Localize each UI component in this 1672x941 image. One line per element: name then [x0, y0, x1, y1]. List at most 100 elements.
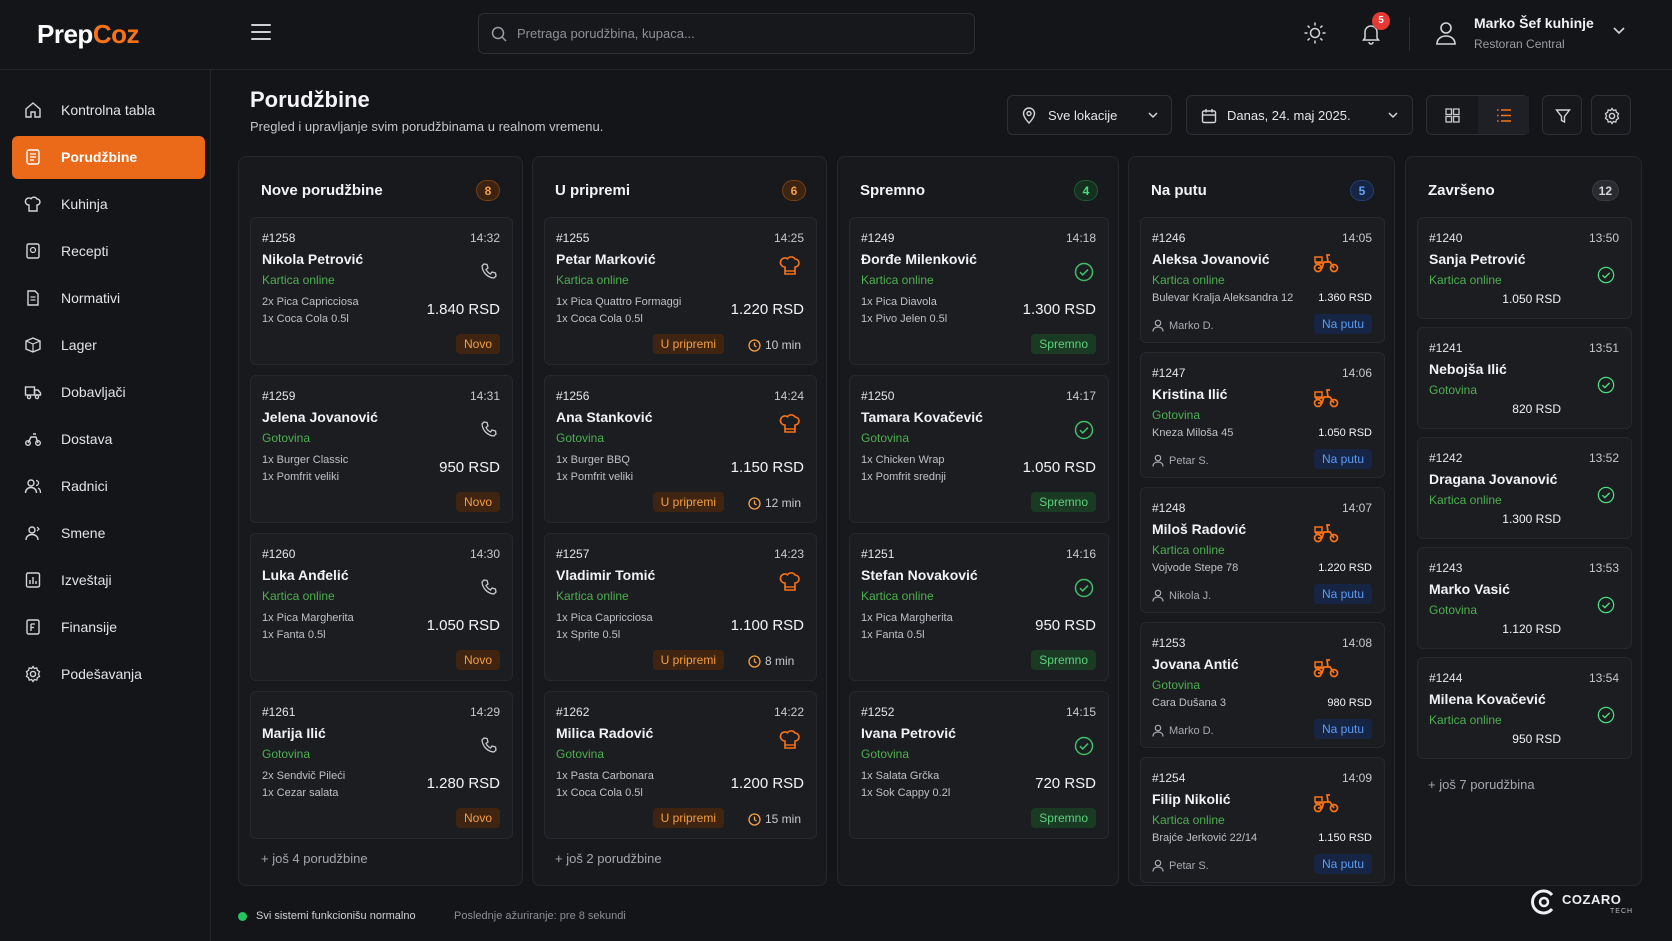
order-item: 1x Pomfrit srednji: [861, 471, 946, 483]
sidebar-item-finansije[interactable]: Finansije: [12, 606, 205, 649]
cooking-indicator: [778, 254, 802, 283]
search-bar[interactable]: [478, 13, 975, 54]
show-more-link[interactable]: + još 2 porudžbine: [555, 851, 662, 866]
order-card[interactable]: #1249 14:18 Đorđe Milenković Kartica online…: [849, 217, 1109, 365]
menu-icon[interactable]: [251, 24, 271, 40]
status-badge[interactable]: U pripremi: [652, 334, 724, 354]
status-badge[interactable]: Novo: [455, 334, 500, 354]
status-badge[interactable]: Novo: [455, 650, 500, 670]
order-item: 1x Cezar salata: [262, 787, 339, 799]
theme-toggle-sun-icon[interactable]: [1303, 21, 1327, 45]
order-card[interactable]: #1260 14:30 Luka Anđelić Kartica online 1x P…: [250, 533, 513, 681]
app-logo[interactable]: PrepCoz: [37, 19, 139, 49]
order-card[interactable]: #1250 14:17 Tamara Kovačević Gotovina 1x Chi…: [849, 375, 1109, 523]
location-filter[interactable]: Sve lokacije: [1007, 95, 1172, 135]
sidebar-item-smene[interactable]: Smene: [12, 512, 205, 555]
sidebar-item-kontrolna-tabla[interactable]: Kontrolna tabla: [12, 89, 205, 132]
status-badge[interactable]: U pripremi: [652, 808, 724, 828]
grid-icon: [1445, 108, 1460, 123]
order-card[interactable]: #1258 14:32 Nikola Petrović Kartica online 2…: [250, 217, 513, 365]
sidebar-item-lager[interactable]: Lager: [12, 324, 205, 367]
status-badge[interactable]: Spremno: [1031, 492, 1096, 512]
order-id: #1261: [262, 705, 296, 719]
user-avatar-icon[interactable]: [1434, 20, 1458, 51]
order-card[interactable]: #1259 14:31 Jelena Jovanović Gotovina 1x Bur…: [250, 375, 513, 523]
order-id: #1244: [1429, 671, 1463, 685]
status-badge[interactable]: Spremno: [1031, 808, 1096, 828]
phone-order-indicator: [480, 578, 498, 601]
sidebar-item-label: Dobavljači: [61, 384, 126, 400]
order-card[interactable]: #1255 14:25 Petar Marković Kartica online 1x…: [544, 217, 817, 365]
prep-timer: 8 min: [748, 654, 804, 668]
sidebar-item-normativi[interactable]: Normativi: [12, 277, 205, 320]
sidebar-item-kuhinja[interactable]: Kuhinja: [12, 183, 205, 226]
driver-icon: [1152, 319, 1164, 332]
order-item: 1x Coca Cola 0.5l: [556, 787, 643, 799]
payment-method: Gotovina: [1429, 603, 1478, 617]
status-badge[interactable]: U pripremi: [652, 650, 724, 670]
filter-button[interactable]: [1542, 95, 1582, 135]
order-card[interactable]: #1241 13:51 Nebojša Ilić Gotovina 820 RSD: [1417, 327, 1632, 429]
order-id: #1256: [556, 389, 590, 403]
order-price: 1.300 RSD: [1022, 301, 1096, 318]
chevron-down-icon[interactable]: [1612, 26, 1626, 36]
order-id: #1246: [1152, 231, 1186, 245]
sidebar-item-recepti[interactable]: Recepti: [12, 230, 205, 273]
date-filter[interactable]: Danas, 24. maj 2025.: [1186, 95, 1413, 135]
status-badge[interactable]: Na putu: [1313, 449, 1372, 469]
status-badge[interactable]: Na putu: [1313, 314, 1372, 334]
order-card[interactable]: #1257 14:23 Vladimir Tomić Kartica online 1x…: [544, 533, 817, 681]
status-badge[interactable]: Novo: [455, 808, 500, 828]
order-card[interactable]: #1254 14:09 Filip Nikolić Kartica online Bra…: [1140, 757, 1385, 883]
status-badge[interactable]: Novo: [455, 492, 500, 512]
customer-name: Petar Marković: [556, 251, 656, 267]
payment-method: Kartica online: [262, 589, 335, 603]
sidebar-item-dobavlja-i[interactable]: Dobavljači: [12, 371, 205, 414]
settings-button[interactable]: [1591, 95, 1631, 135]
clock-icon: [748, 813, 761, 826]
order-card[interactable]: #1244 13:54 Milena Kovačević Kartica online…: [1417, 657, 1632, 759]
scooter-icon: [1313, 389, 1339, 408]
grid-view-button[interactable]: [1427, 96, 1478, 134]
sidebar-item-porud-bine[interactable]: Porudžbine: [12, 136, 205, 179]
status-badge[interactable]: U pripremi: [652, 492, 724, 512]
order-card[interactable]: #1248 14:07 Miloš Radović Kartica online Voj…: [1140, 487, 1385, 613]
sidebar-item-radnici[interactable]: Radnici: [12, 465, 205, 508]
location-filter-label: Sve lokacije: [1048, 108, 1118, 123]
payment-method: Gotovina: [1152, 678, 1201, 692]
list-view-button[interactable]: [1478, 96, 1529, 134]
sidebar-item-izve-taji[interactable]: Izveštaji: [12, 559, 205, 602]
order-card[interactable]: #1261 14:29 Marija Ilić Gotovina 2x Sendvič …: [250, 691, 513, 839]
user-name[interactable]: Marko Šef kuhinje: [1474, 15, 1594, 31]
payment-method: Kartica online: [1429, 713, 1502, 727]
date-filter-label: Danas, 24. maj 2025.: [1227, 108, 1351, 123]
order-card[interactable]: #1256 14:24 Ana Stanković Gotovina 1x Burger…: [544, 375, 817, 523]
customer-name: Ana Stanković: [556, 409, 653, 425]
status-badge[interactable]: Spremno: [1031, 650, 1096, 670]
show-more-link[interactable]: + još 7 porudžbina: [1428, 777, 1535, 792]
status-badge[interactable]: Na putu: [1313, 854, 1372, 874]
status-badge[interactable]: Spremno: [1031, 334, 1096, 354]
search-input[interactable]: [517, 14, 957, 53]
order-card[interactable]: #1243 13:53 Marko Vasić Gotovina 1.120 RSD: [1417, 547, 1632, 649]
order-card[interactable]: #1242 13:52 Dragana Jovanović Kartica onlin…: [1417, 437, 1632, 539]
order-card[interactable]: #1240 13:50 Sanja Petrović Kartica online 1.…: [1417, 217, 1632, 319]
status-badge[interactable]: Na putu: [1313, 584, 1372, 604]
order-price: 820 RSD: [1512, 402, 1561, 416]
delivery-indicator: [1312, 790, 1340, 819]
sidebar-item-dostava[interactable]: Dostava: [12, 418, 205, 461]
ready-indicator: [1074, 262, 1094, 287]
cooking-indicator: [778, 570, 802, 599]
status-badge[interactable]: Na putu: [1313, 719, 1372, 739]
show-more-link[interactable]: + još 4 porudžbine: [261, 851, 368, 866]
delivery-address: Brajće Jerković 22/14: [1152, 832, 1258, 844]
order-card[interactable]: #1247 14:06 Kristina Ilić Gotovina Kneza Mil…: [1140, 352, 1385, 478]
order-card[interactable]: #1262 14:22 Milica Radović Gotovina 1x Pasta…: [544, 691, 817, 839]
sidebar-item-label: Podešavanja: [61, 666, 142, 682]
order-card[interactable]: #1253 14:08 Jovana Antić Gotovina Cara Dušan…: [1140, 622, 1385, 748]
order-item: 1x Fanta 0.5l: [861, 629, 925, 641]
order-card[interactable]: #1252 14:15 Ivana Petrović Gotovina 1x Salat…: [849, 691, 1109, 839]
order-card[interactable]: #1251 14:16 Stefan Novaković Kartica online…: [849, 533, 1109, 681]
sidebar-item-pode-avanja[interactable]: Podešavanja: [12, 653, 205, 696]
order-card[interactable]: #1246 14:05 Aleksa Jovanović Kartica online…: [1140, 217, 1385, 343]
